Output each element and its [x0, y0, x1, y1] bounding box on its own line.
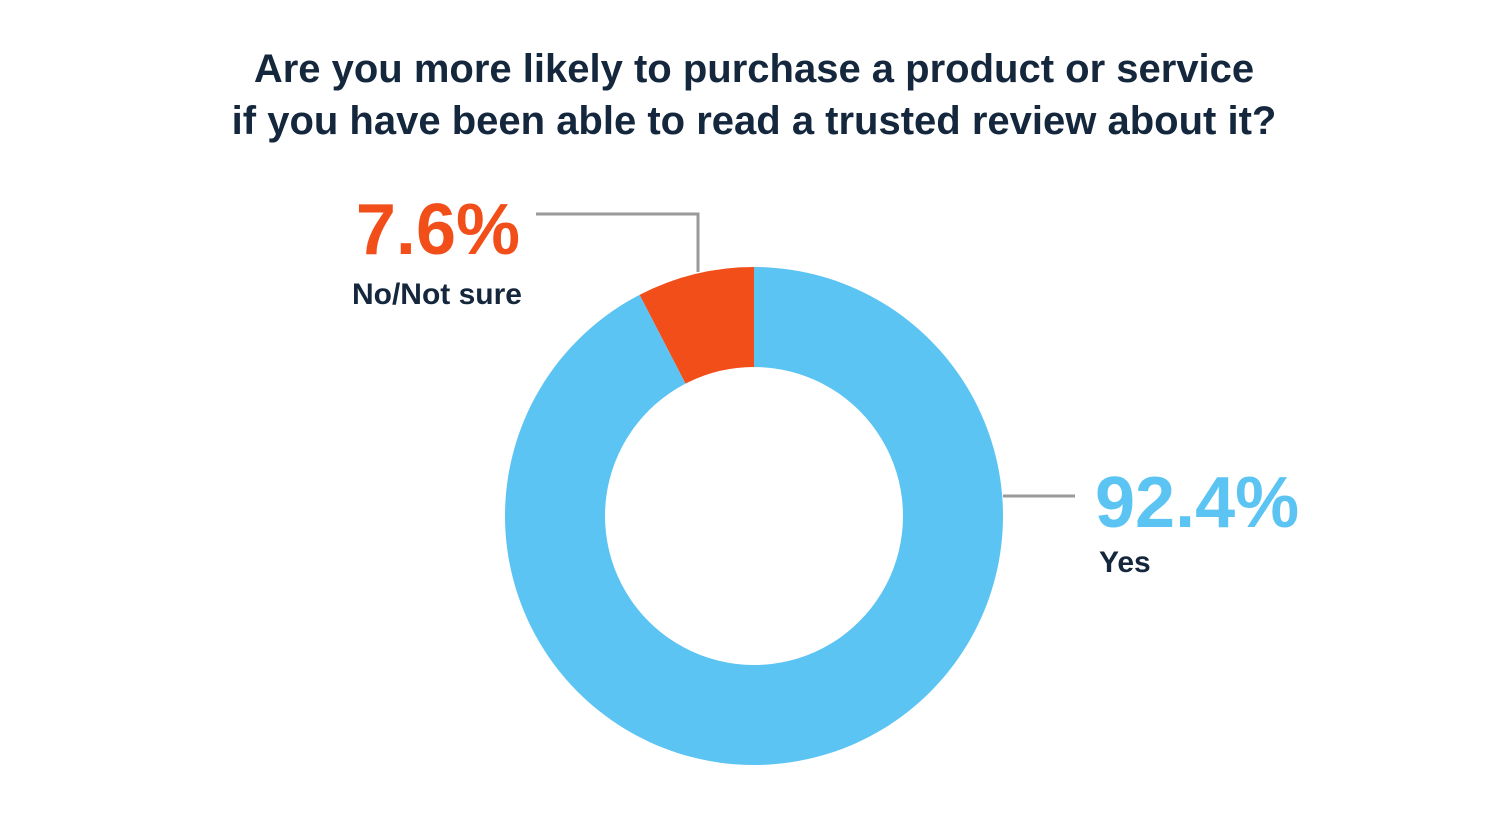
donut-slice-yes	[505, 267, 1004, 765]
data-label-no-not-sure-name: No/Not sure	[352, 278, 522, 311]
leader-line-no-not-sure	[536, 212, 700, 272]
chart-title-line-2: if you have been able to read a trusted …	[232, 99, 1277, 143]
data-label-yes-value: 92.4%	[1095, 463, 1299, 543]
data-label-yes-name: Yes	[1099, 546, 1151, 579]
data-label-no-not-sure-value: 7.6%	[356, 190, 520, 270]
donut-slice-no-not-sure	[639, 267, 754, 384]
chart-title-line-1: Are you more likely to purchase a produc…	[254, 47, 1254, 91]
donut-slices	[505, 267, 1004, 765]
